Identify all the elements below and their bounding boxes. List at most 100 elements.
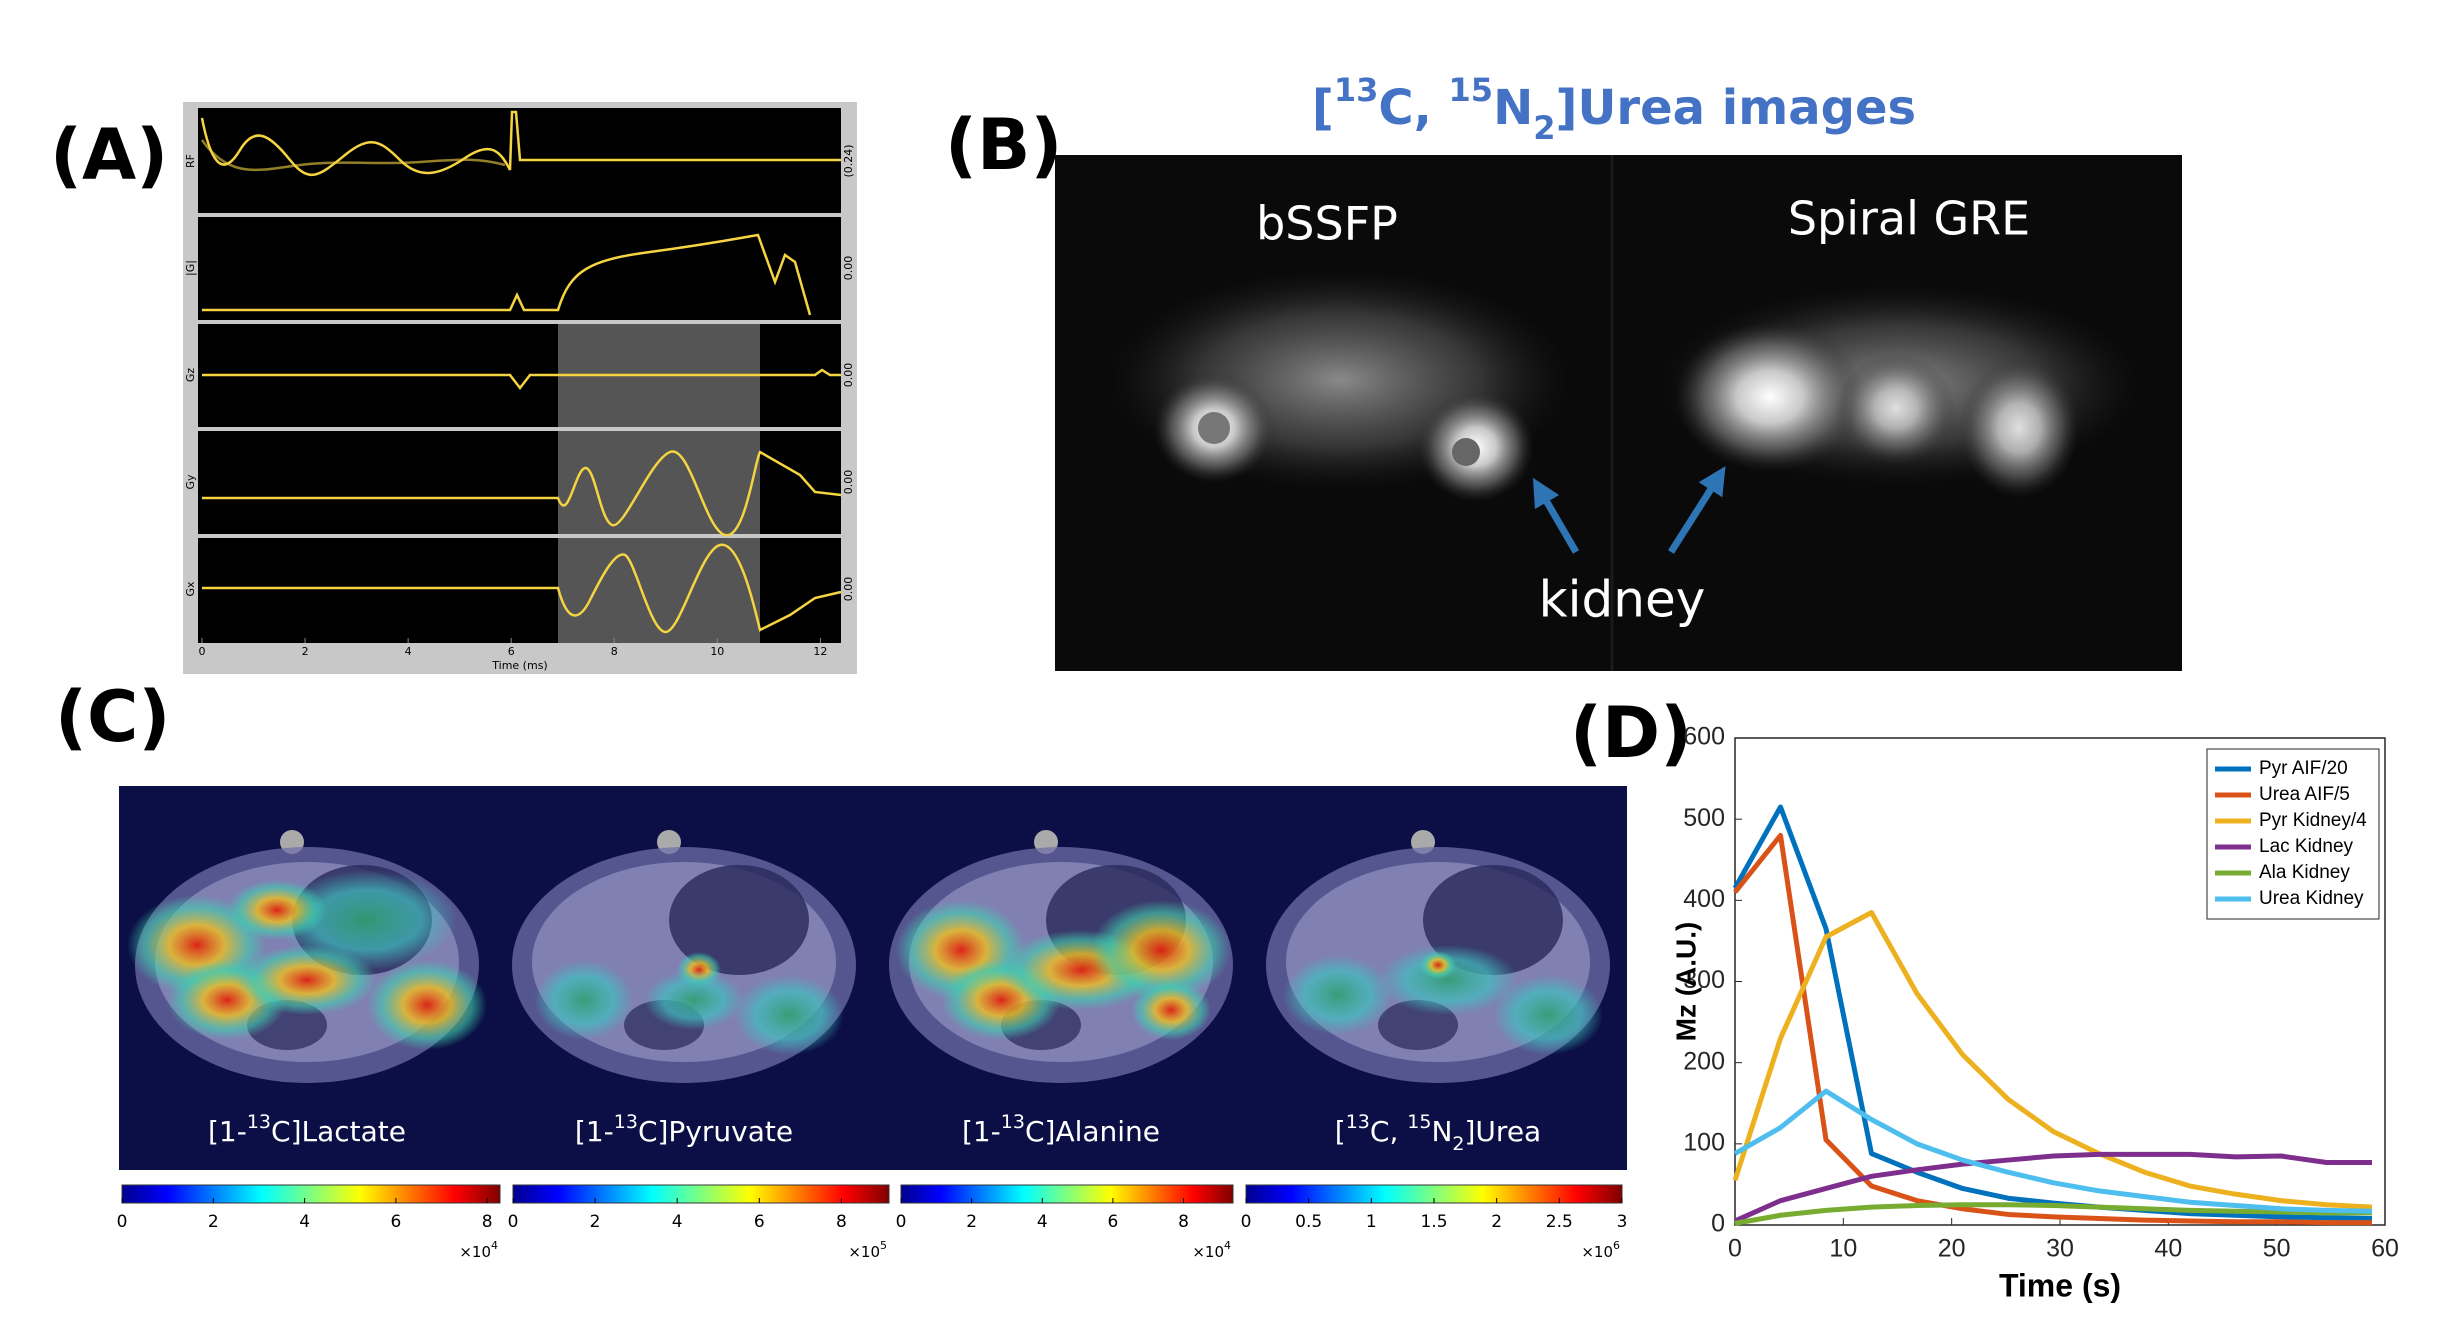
panel-label: (A)	[50, 114, 168, 196]
legend-label: Pyr Kidney/4	[2259, 810, 2367, 831]
x-tick-label: 20	[1938, 1235, 1966, 1263]
channel-scale: 0.00	[842, 363, 855, 388]
x-tick-label: 30	[2046, 1235, 2074, 1263]
panel-label: (D)	[1570, 692, 1692, 774]
x-tick-label: 10	[710, 645, 724, 658]
channel-scale: 0.00	[842, 256, 855, 281]
label-part: 2	[1452, 1133, 1464, 1155]
image-blob	[1452, 438, 1480, 466]
readout-window	[558, 322, 760, 643]
colorbar-multiplier: ×104	[459, 1239, 498, 1261]
y-tick-label: 400	[1683, 885, 1725, 913]
colorbar-tick-label: 8	[1178, 1212, 1189, 1232]
x-tick-label: 4	[405, 645, 412, 658]
colorbar-tick-label: 2	[208, 1212, 219, 1232]
legend-label: Ala Kidney	[2259, 862, 2350, 883]
colorbar-tick-label: 2	[966, 1212, 977, 1232]
colorbar-tick-label: 4	[672, 1212, 683, 1232]
colorbar-tick-label: 8	[482, 1212, 493, 1232]
label-part: C]Lactate	[271, 1115, 406, 1148]
y-tick-label: 600	[1683, 723, 1725, 751]
strip-dividers	[198, 213, 841, 538]
title-part: C,	[1378, 80, 1448, 136]
colorbar	[900, 1184, 1234, 1204]
label-part: [1-	[962, 1115, 1001, 1148]
image-blob	[1675, 322, 1865, 472]
colorbar-tick-label: 4	[1037, 1212, 1048, 1232]
multiplier-part: 5	[880, 1239, 887, 1252]
x-tick-label: 10	[1829, 1235, 1857, 1263]
x-tick-label: 6	[508, 645, 515, 658]
x-tick-label: 0	[1728, 1235, 1742, 1263]
title-part: ]Urea images	[1556, 80, 1917, 136]
signal-blob	[644, 970, 744, 1030]
metabolite-maps: [1-13C]Lactate [1-13C]Pyruvate [1-13C]Alan…	[119, 786, 1627, 1170]
colorbar-multiplier: ×105	[848, 1239, 887, 1261]
signal-blob	[1091, 900, 1231, 1000]
map-label: [1-13C]Alanine	[962, 1111, 1160, 1149]
channel-scale: (0.24)	[842, 144, 855, 177]
label-part: C]Alanine	[1025, 1115, 1160, 1148]
signal-blob	[1420, 951, 1456, 979]
image-blob	[1198, 412, 1230, 444]
map-label: [1-13C]Pyruvate	[575, 1111, 793, 1149]
y-tick-label: 100	[1683, 1128, 1725, 1156]
colorbar	[512, 1184, 890, 1204]
label-part: 13	[247, 1111, 271, 1133]
kinetics-chart: 0 100 200 300 400 500 600 0 10 20 30 40 50 60 Time (s)…	[1670, 723, 2399, 1304]
arrow-label: kidney	[1539, 571, 1706, 629]
y-tick-label: 500	[1683, 804, 1725, 832]
legend-label: Urea AIF/5	[2259, 784, 2350, 805]
channel-scale: 0.00	[842, 470, 855, 495]
colorbar-multiplier: ×104	[1192, 1239, 1231, 1261]
label-part: 13	[1001, 1111, 1025, 1133]
title-part: 15	[1449, 71, 1494, 109]
legend-box	[2206, 748, 2380, 920]
organ	[669, 865, 809, 975]
colorbar-tick-label: 6	[390, 1212, 401, 1232]
signal-blob	[1493, 975, 1603, 1055]
colorbar-tick-label: 0	[1241, 1212, 1252, 1232]
x-tick-label: 0	[199, 645, 206, 658]
signal-blob	[277, 870, 457, 970]
multiplier-part: ×10	[1192, 1243, 1224, 1261]
y-tick-label: 200	[1683, 1047, 1725, 1075]
series-line	[1732, 910, 2373, 1210]
channel-scale: 0.00	[842, 577, 855, 602]
image-blob	[1959, 358, 2079, 498]
colorbar-multiplier: ×106	[1581, 1239, 1620, 1261]
signal-blob	[1378, 945, 1518, 1015]
map-label: [13C, 15N2]Urea	[1335, 1111, 1541, 1155]
colorbar-tick-label: 2.5	[1546, 1212, 1573, 1232]
y-tick-label: 0	[1711, 1210, 1725, 1238]
colorbar-tick-label: 2	[590, 1212, 601, 1232]
colorbar-tick-label: 8	[836, 1212, 847, 1232]
x-tick-label: 8	[611, 645, 618, 658]
image-label: bSSFP	[1256, 197, 1398, 251]
title-part: [	[1312, 80, 1334, 136]
label-part: C,	[1370, 1115, 1407, 1148]
y-axis-label: Mz (A.U.)	[1670, 922, 1701, 1042]
colorbar	[121, 1184, 501, 1204]
signal-blob	[1283, 955, 1393, 1035]
y-tick-label: 300	[1683, 966, 1725, 994]
x-axis-label: Time (s)	[1999, 1267, 2121, 1303]
legend-label: Pyr AIF/20	[2259, 758, 2348, 779]
x-axis-label: Time (ms)	[491, 659, 547, 672]
label-part: [1-	[208, 1115, 247, 1148]
title-part: N	[1493, 80, 1533, 136]
label-part: N	[1431, 1115, 1452, 1148]
x-tick-label: 40	[2154, 1235, 2182, 1263]
legend-label: Urea Kidney	[2259, 888, 2364, 909]
multiplier-part: 4	[491, 1239, 498, 1252]
panel-label: (C)	[55, 676, 170, 758]
waveforms	[200, 110, 842, 634]
colorbar-tick-label: 0	[508, 1212, 519, 1232]
x-tick-label: 2	[302, 645, 309, 658]
series-line	[1733, 1088, 2373, 1214]
label-part: 13	[614, 1111, 638, 1133]
pulse-sequence: RF (0.24) |G| 0.00 Gz 0.00 Gy 0.00 Gx 0.00 0 2 4 6 8 10…	[183, 102, 857, 674]
urea-images: [13C, 15N2]Urea images bSSFP Spiral GRE …	[1055, 71, 2182, 671]
series-line	[1734, 1202, 2372, 1226]
x-tick-label: 60	[2371, 1235, 2399, 1263]
